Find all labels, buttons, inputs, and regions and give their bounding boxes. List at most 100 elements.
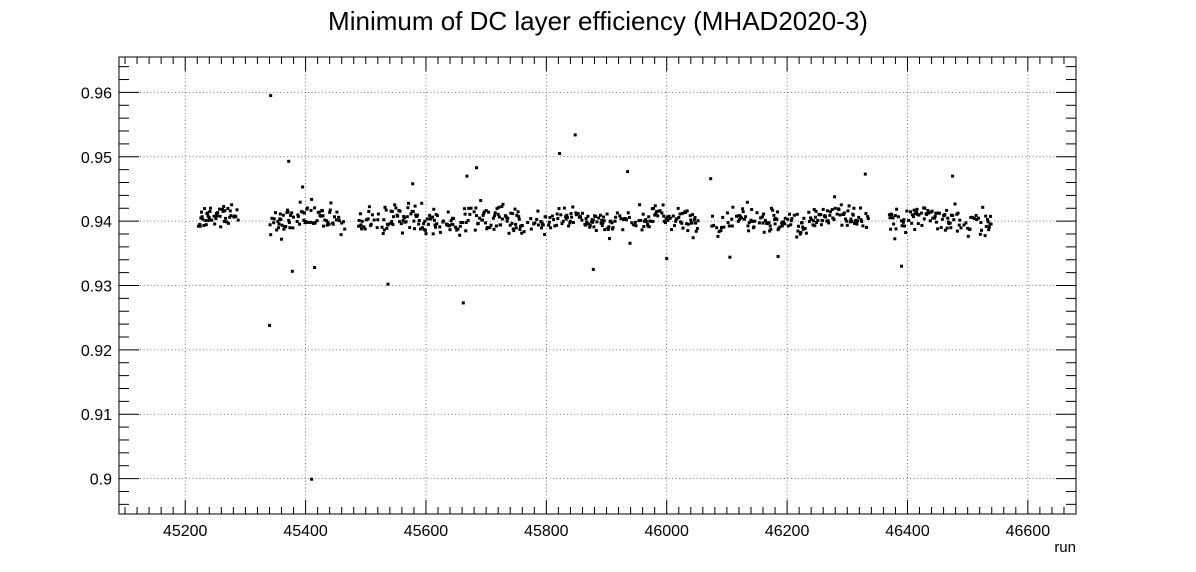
data-point [913,228,917,231]
data-point [686,229,690,233]
data-point [216,211,220,215]
data-point [696,219,700,223]
data-point [600,218,604,222]
data-point [317,210,321,214]
data-point [438,230,442,234]
data-point [720,226,723,229]
data-point [825,209,829,213]
data-point [851,213,855,217]
data-point [522,230,526,234]
data-point [424,232,428,236]
data-point [676,206,680,210]
data-point [298,222,302,226]
data-point [949,226,953,230]
data-point [726,221,730,225]
data-point [375,226,379,230]
data-point [605,212,609,216]
data-point [296,213,300,217]
data-point [835,212,839,216]
data-point [931,216,935,220]
data-point [207,218,211,222]
data-point [269,94,273,98]
data-point [861,224,865,228]
data-point [795,235,799,239]
data-point [637,219,641,223]
x-tick-label: 46000 [644,523,689,540]
data-point [584,223,587,227]
data-point [204,219,208,223]
data-point [482,210,486,214]
data-point [887,213,891,217]
data-point [664,217,668,221]
data-point [517,215,521,219]
data-point [386,282,390,286]
data-point [916,222,920,226]
data-point [765,222,769,226]
data-point [366,217,370,221]
data-point [413,227,416,231]
data-point [496,212,500,216]
data-point [495,207,499,211]
data-point [783,216,787,220]
data-point [207,216,211,220]
data-point [492,227,496,231]
data-point [760,215,764,219]
data-point [484,221,487,225]
data-point [821,219,825,223]
data-point [550,214,554,218]
data-point [491,216,495,220]
x-tick-label: 45400 [283,523,328,540]
data-point [840,223,844,227]
data-point [282,227,286,231]
data-point [465,174,469,178]
data-point [592,225,596,229]
x-tick-label: 46600 [1006,523,1051,540]
data-point [945,226,949,230]
data-point [511,227,515,231]
data-point [594,229,598,232]
data-point [606,228,610,231]
data-point [548,216,552,219]
data-point [432,218,436,222]
data-point [627,215,631,219]
data-point [904,231,908,234]
data-point [945,208,949,212]
data-point [959,226,963,230]
data-point [594,215,598,219]
data-point [289,213,292,217]
data-point [269,233,273,237]
data-point [607,225,611,229]
data-point [423,228,427,232]
data-point [547,220,551,224]
data-point [802,216,806,220]
data-point [599,213,602,217]
data-point [518,228,522,231]
data-point [986,220,990,224]
data-point [407,201,410,205]
data-point [671,214,675,218]
data-point [398,220,401,224]
data-point [291,226,295,230]
y-tick-label: 0.92 [81,343,112,360]
data-point [404,220,408,224]
data-point [571,205,575,209]
data-point [900,224,904,228]
data-point [946,216,950,220]
data-point [856,219,859,223]
data-point [597,216,601,220]
data-point [655,210,658,214]
data-point [335,210,339,214]
data-point [890,213,894,217]
data-point [516,210,520,214]
data-point [428,213,432,217]
data-point [580,218,584,222]
data-point [900,219,903,223]
data-point [662,214,666,218]
data-point [865,225,868,229]
data-point [656,214,660,218]
data-point [601,221,605,225]
data-point [533,221,537,225]
data-point [830,208,834,212]
data-point [850,220,853,224]
data-point [603,228,607,232]
